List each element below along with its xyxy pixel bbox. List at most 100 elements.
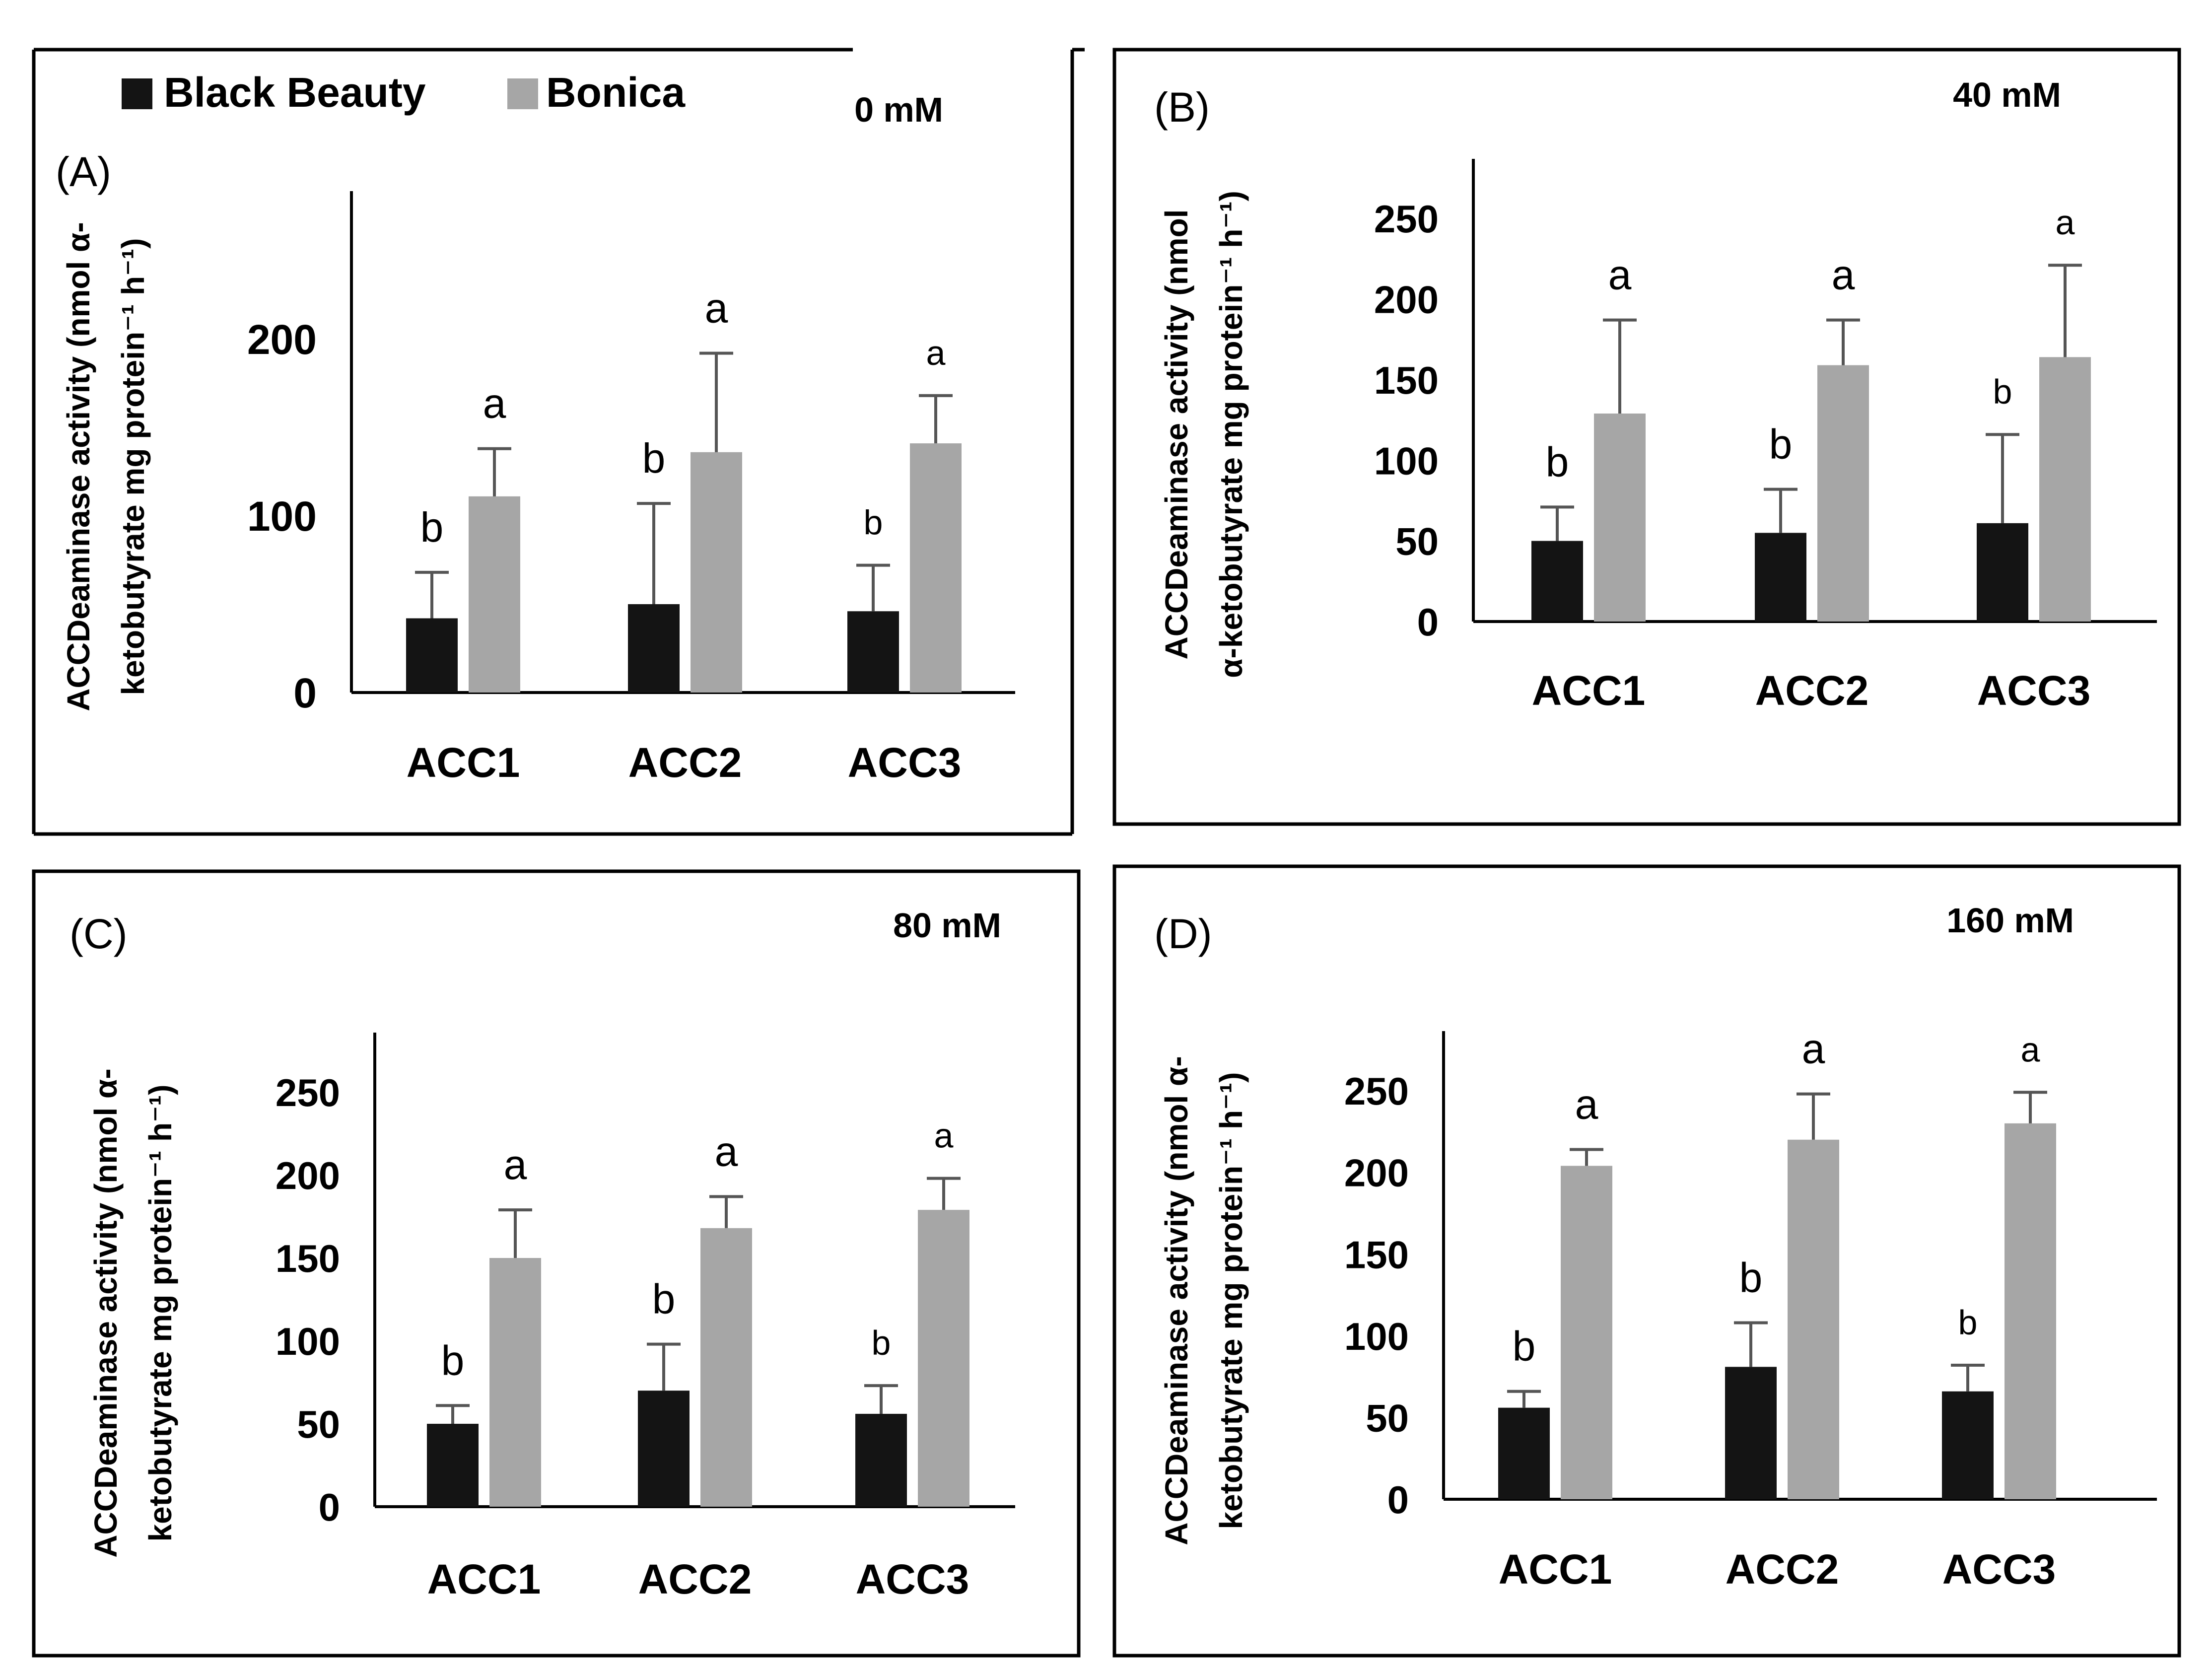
significance-letter: b — [642, 435, 666, 482]
legend: Black Beauty Bonica — [122, 69, 686, 116]
panel-label: (D) — [1154, 910, 1212, 957]
significance-letter: b — [652, 1276, 676, 1323]
chart-panel-d: 0 50 100 150 200 250 ACC1 ACC2 ACC3 b b b a a a (D) 160 … — [1154, 901, 2157, 1593]
y-tick-label: 250 — [276, 1071, 340, 1115]
legend-label-bonica: Bonica — [546, 69, 686, 116]
bar-bonica — [1788, 1139, 1839, 1499]
y-tick-label: 0 — [1417, 600, 1439, 644]
bar-bonica — [918, 1210, 969, 1507]
panel-title: 40 mM — [1953, 75, 2061, 114]
bar-black-beauty — [1942, 1391, 1994, 1499]
significance-letter: b — [872, 1324, 891, 1362]
y-tick-label: 200 — [1374, 278, 1439, 321]
significance-letter: a — [483, 380, 506, 427]
y-tick-label: 200 — [1344, 1151, 1409, 1195]
bar-bonica — [691, 452, 742, 693]
bar-bonica — [700, 1228, 752, 1507]
significance-letter: a — [1608, 252, 1632, 298]
y-axis-label-line1: ACCDeaminase activity (nmol α- — [61, 222, 96, 711]
chart-panel-b: 0 50 100 150 200 250 ACC1 ACC2 ACC3 b b b a a a (B) 40 m… — [1154, 75, 2157, 714]
bar-black-beauty — [1977, 523, 2028, 622]
bar-black-beauty — [1498, 1407, 1550, 1499]
legend-swatch-black-beauty — [122, 78, 152, 109]
y-tick-label: 0 — [319, 1485, 340, 1529]
panel-label: (A) — [56, 148, 111, 195]
y-tick-label: 0 — [293, 670, 317, 716]
significance-letter: a — [715, 1128, 738, 1175]
significance-letter: a — [504, 1141, 527, 1188]
bar-black-beauty — [638, 1391, 690, 1507]
bar-black-beauty — [406, 618, 458, 693]
significance-letter: b — [1739, 1254, 1763, 1301]
panel-title: 160 mM — [1946, 901, 2074, 940]
significance-letter: b — [420, 504, 444, 551]
x-category-label: ACC1 — [427, 1556, 541, 1602]
y-tick-label: 100 — [276, 1320, 340, 1363]
x-category-label: ACC3 — [848, 739, 962, 786]
bar-black-beauty — [1531, 541, 1583, 622]
y-axis-label-line2: ketobutyrate mg protein⁻¹ h⁻¹) — [142, 1085, 178, 1542]
bar-bonica — [1561, 1166, 1612, 1499]
significance-letter: b — [1513, 1323, 1536, 1370]
x-category-label: ACC2 — [638, 1556, 752, 1602]
x-category-label: ACC1 — [1499, 1546, 1612, 1593]
x-category-label: ACC3 — [1942, 1546, 2056, 1593]
bar-black-beauty — [628, 604, 680, 693]
chart-panel-a: 0 100 200 ACC1 ACC2 ACC3 b b b a a a (A) 0 mM ACCDeami… — [56, 90, 1015, 786]
bar-bonica — [910, 443, 962, 693]
bar-bonica — [469, 496, 520, 693]
y-tick-label: 50 — [1366, 1396, 1409, 1440]
y-tick-label: 50 — [1395, 520, 1439, 563]
x-category-label: ACC3 — [1977, 667, 2091, 714]
y-axis-label-line1: ACCDeaminase activity (nmol α- — [88, 1068, 124, 1557]
y-axis-label-line2: ketobutyrate mg protein⁻¹ h⁻¹) — [115, 238, 151, 696]
chart-panel-c: 0 50 100 150 200 250 ACC1 ACC2 ACC3 b b b a a a (C) 80 m… — [69, 906, 1015, 1602]
y-tick-label: 200 — [276, 1154, 340, 1197]
y-axis-label-line2: α-ketobutyrate mg protein⁻¹ h⁻¹) — [1213, 191, 1249, 678]
y-tick-label: 100 — [247, 493, 317, 540]
significance-letter: a — [1832, 252, 1855, 298]
y-tick-label: 100 — [1374, 439, 1439, 483]
charts-layer: 0 100 200 ACC1 ACC2 ACC3 b b b a a a (A) 0 mM ACCDeami… — [56, 75, 2157, 1602]
panel-d-frame — [1112, 864, 2181, 1658]
panel-label: (C) — [69, 910, 128, 957]
y-tick-label: 250 — [1374, 197, 1439, 241]
significance-letter: a — [705, 284, 728, 331]
significance-letter: b — [1769, 421, 1793, 468]
legend-swatch-bonica — [507, 78, 538, 109]
significance-letter: b — [1546, 438, 1569, 485]
y-tick-label: 150 — [1374, 358, 1439, 402]
bar-black-beauty — [847, 611, 899, 693]
y-axis-label-line1: ACCDeaminase activity (nmol α- — [1159, 1056, 1194, 1545]
panel-frames — [32, 48, 2181, 1658]
x-category-label: ACC2 — [1755, 667, 1869, 714]
significance-letter: b — [441, 1337, 465, 1384]
panel-c-frame — [32, 869, 1081, 1658]
bar-black-beauty — [427, 1424, 479, 1507]
bar-bonica — [2039, 357, 2091, 622]
x-category-label: ACC2 — [628, 739, 742, 786]
y-tick-label: 0 — [1387, 1478, 1409, 1522]
panel-b-frame — [1112, 48, 2181, 826]
significance-letter: a — [1802, 1026, 1825, 1072]
y-axis-label-line2: ketobutyrate mg protein⁻¹ h⁻¹) — [1213, 1072, 1249, 1530]
significance-letter: a — [2056, 203, 2075, 242]
bar-black-beauty — [1755, 533, 1806, 622]
x-category-label: ACC2 — [1726, 1546, 1839, 1593]
x-category-label: ACC1 — [407, 739, 520, 786]
bar-bonica — [1817, 365, 1869, 622]
bar-black-beauty — [1725, 1367, 1777, 1499]
y-tick-label: 250 — [1344, 1069, 1409, 1113]
bar-bonica — [1594, 414, 1646, 622]
significance-letter: a — [926, 334, 946, 372]
y-tick-label: 50 — [297, 1402, 340, 1446]
legend-label-black-beauty: Black Beauty — [164, 69, 426, 116]
significance-letter: b — [1958, 1303, 1978, 1342]
significance-letter: a — [2021, 1030, 2040, 1069]
y-tick-label: 200 — [247, 316, 317, 363]
x-category-label: ACC3 — [856, 1556, 969, 1602]
significance-letter: b — [1993, 372, 2012, 411]
y-tick-label: 100 — [1344, 1315, 1409, 1358]
y-axis-label-line1: ACCDeaminase activity (nmol — [1159, 209, 1194, 660]
